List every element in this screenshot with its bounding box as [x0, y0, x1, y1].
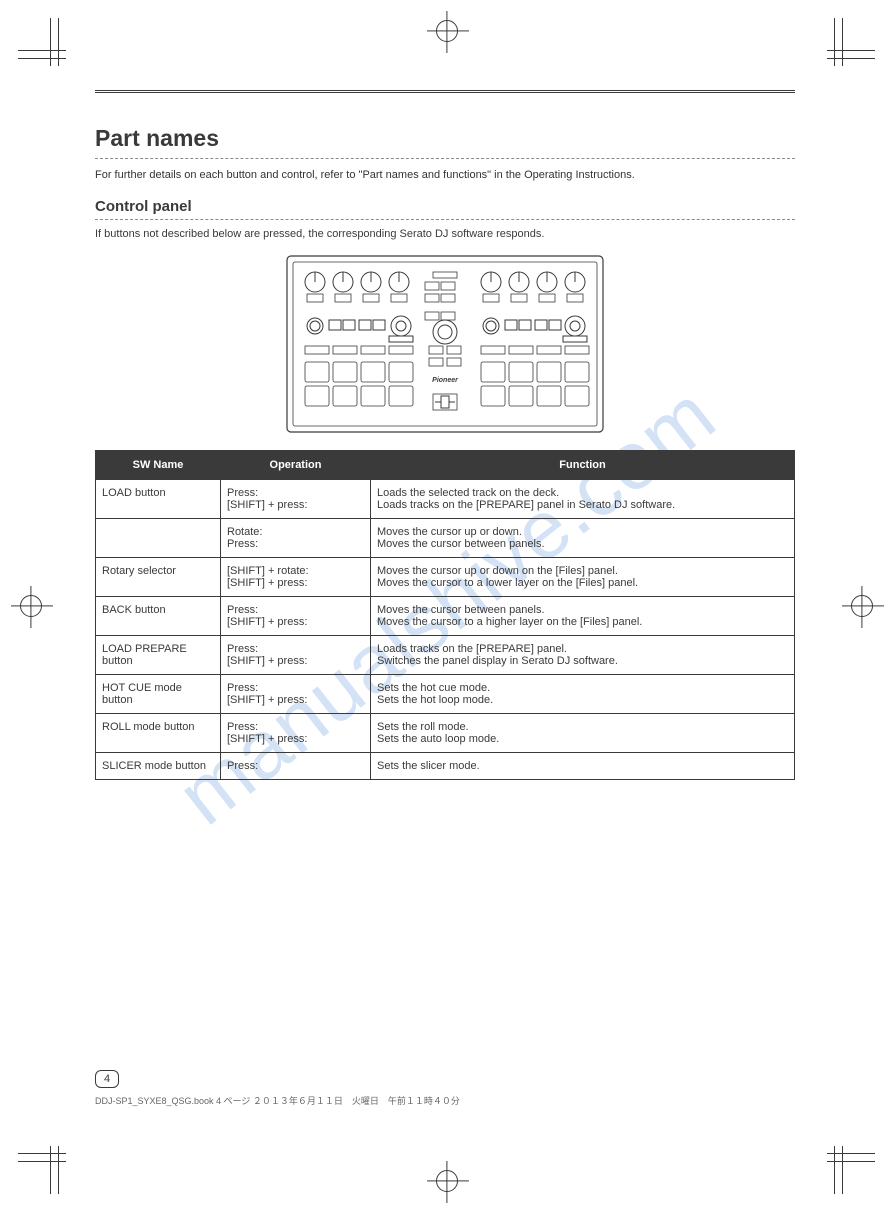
cell-operation: Press: [SHIFT] + press:: [221, 674, 371, 713]
cell-sw-name: HOT CUE mode button: [96, 674, 221, 713]
cell-sw-name: [96, 518, 221, 557]
section-title-control-panel: Control panel: [95, 198, 795, 215]
table-row: LOAD PREPARE buttonPress: [SHIFT] + pres…: [96, 635, 795, 674]
cell-function: Moves the cursor up or down. Moves the c…: [371, 518, 795, 557]
cell-sw-name: LOAD PREPARE button: [96, 635, 221, 674]
reg-mark-left: [20, 595, 42, 617]
caption-text: If buttons not described below are press…: [95, 228, 795, 240]
cell-function: Loads tracks on the [PREPARE] panel. Swi…: [371, 635, 795, 674]
cell-function: Sets the slicer mode.: [371, 752, 795, 779]
table-row: SLICER mode buttonPress:Sets the slicer …: [96, 752, 795, 779]
footer-file-info: DDJ-SP1_SYXE8_QSG.book 4 ページ ２０１３年６月１１日 …: [95, 1094, 460, 1107]
reg-mark-top: [436, 20, 458, 42]
table-row: Rotary selector[SHIFT] + rotate: [SHIFT]…: [96, 557, 795, 596]
cell-sw-name: ROLL mode button: [96, 713, 221, 752]
page-content: Part names For further details on each b…: [95, 90, 795, 780]
divider-1: [95, 158, 795, 159]
table-row: HOT CUE mode buttonPress: [SHIFT] + pres…: [96, 674, 795, 713]
page-footer: 4 DDJ-SP1_SYXE8_QSG.book 4 ページ ２０１３年６月１１…: [95, 1069, 795, 1107]
cell-function: Moves the cursor between panels. Moves t…: [371, 596, 795, 635]
cell-operation: Press: [SHIFT] + press:: [221, 479, 371, 518]
section-title-part-names: Part names: [95, 125, 795, 152]
intro-paragraph: For further details on each button and c…: [95, 167, 795, 184]
cell-function: Loads the selected track on the deck. Lo…: [371, 479, 795, 518]
cell-sw-name: LOAD button: [96, 479, 221, 518]
table-row: BACK buttonPress: [SHIFT] + press:Moves …: [96, 596, 795, 635]
th-sw-name: SW Name: [96, 450, 221, 479]
reg-mark-bottom: [436, 1170, 458, 1192]
cell-operation: [SHIFT] + rotate: [SHIFT] + press:: [221, 557, 371, 596]
cell-function: Moves the cursor up or down on the [File…: [371, 557, 795, 596]
table-row: Rotate: Press:Moves the cursor up or dow…: [96, 518, 795, 557]
cell-operation: Press:: [221, 752, 371, 779]
cell-operation: Rotate: Press:: [221, 518, 371, 557]
page-number: 4: [95, 1070, 119, 1088]
svg-text:Pioneer: Pioneer: [432, 377, 459, 384]
cell-operation: Press: [SHIFT] + press:: [221, 596, 371, 635]
cell-sw-name: Rotary selector: [96, 557, 221, 596]
divider-2: [95, 219, 795, 220]
cell-operation: Press: [SHIFT] + press:: [221, 635, 371, 674]
cell-function: Sets the roll mode. Sets the auto loop m…: [371, 713, 795, 752]
table-row: ROLL mode buttonPress: [SHIFT] + press:S…: [96, 713, 795, 752]
th-operation: Operation: [221, 450, 371, 479]
cell-function: Sets the hot cue mode. Sets the hot loop…: [371, 674, 795, 713]
cell-operation: Press: [SHIFT] + press:: [221, 713, 371, 752]
table-row: LOAD buttonPress: [SHIFT] + press:Loads …: [96, 479, 795, 518]
spec-table: SW Name Operation Function LOAD buttonPr…: [95, 450, 795, 780]
device-diagram: Pioneer: [285, 254, 605, 434]
header-rule: [95, 90, 795, 93]
reg-mark-right: [851, 595, 873, 617]
th-function: Function: [371, 450, 795, 479]
cell-sw-name: SLICER mode button: [96, 752, 221, 779]
cell-sw-name: BACK button: [96, 596, 221, 635]
